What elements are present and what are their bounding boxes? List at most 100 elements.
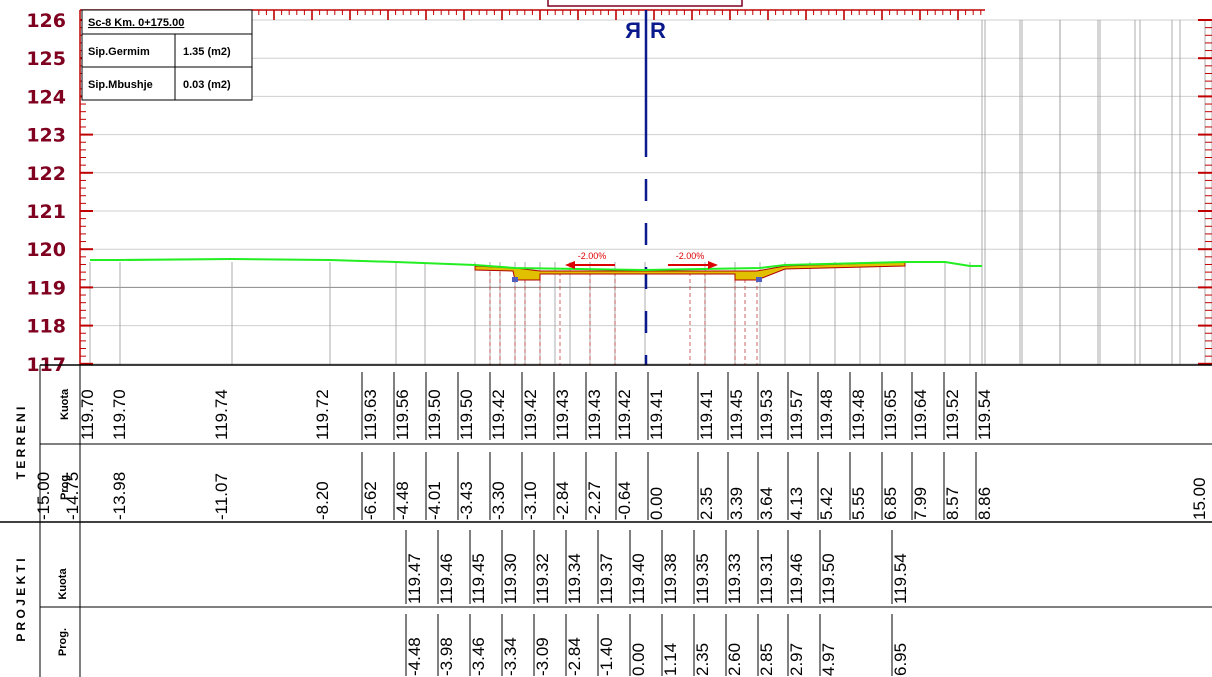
terrain-kuota-label: Kuota <box>59 388 71 420</box>
terrain-kuota-value: 119.50 <box>425 389 444 440</box>
terrain-prog-value: -2.27 <box>585 481 604 520</box>
slope-label-left: -2.00% <box>578 251 607 261</box>
section-info-table: Sc-8 Km. 0+175.00 Sip.Germim 1.35 (m2) S… <box>81 9 253 101</box>
terrain-kuota-value: 119.72 <box>313 389 332 440</box>
terrain-kuota-value: 119.48 <box>849 389 868 440</box>
terrain-kuota-value: 119.70 <box>78 389 97 440</box>
axis-marker-left: R <box>625 18 641 43</box>
project-prog-value: 2.97 <box>787 643 806 676</box>
terrain-prog-value: 6.85 <box>881 487 900 520</box>
excavation-value: 1.35 (m2) <box>183 46 231 58</box>
project-prog-value: -2.84 <box>565 637 584 676</box>
slope-arrowhead-right <box>708 261 718 269</box>
terrain-prog-values: -15.00 -14.75 -13.98 -11.07 -8.20 -6.62 -4.48-… <box>34 472 1209 520</box>
project-kuota-value: 119.45 <box>469 553 488 604</box>
project-kuota-value: 119.37 <box>597 553 616 604</box>
terrain-kuota-value: 119.42 <box>489 389 508 440</box>
terrain-kuota-value: 119.41 <box>647 389 666 440</box>
terrain-prog-value: -13.98 <box>110 472 129 520</box>
excavation-label: Sip.Germim <box>88 46 150 58</box>
project-kuota-value: 119.50 <box>819 553 838 604</box>
project-kuota-value: 119.40 <box>629 553 648 604</box>
terrain-prog-value: 8.86 <box>975 487 994 520</box>
terrain-prog-value: 8.57 <box>943 487 962 520</box>
terrain-kuota-value: 119.50 <box>457 389 476 440</box>
terrain-kuota-value: 119.57 <box>787 389 806 440</box>
fill-label: Sip.Mbushje <box>88 79 153 91</box>
terrain-prog-value: -3.30 <box>489 481 508 520</box>
project-kuota-value: 119.46 <box>787 553 806 604</box>
elevation-label: 125 <box>26 48 66 70</box>
terrain-kuota-value: 119.54 <box>975 389 994 440</box>
terrain-kuota-value: 119.43 <box>585 389 604 440</box>
drawing-grid <box>80 19 1212 365</box>
project-kuota-value: 119.47 <box>405 553 424 604</box>
terrain-prog-value: -14.75 <box>63 472 82 520</box>
terrain-prog-value: -15.00 <box>34 472 53 520</box>
project-kuota-value: 119.38 <box>661 553 680 604</box>
terrain-prog-value: -4.48 <box>393 481 412 520</box>
data-bands: T E R R E N I P R O J E K T I Kuota Prog… <box>0 364 1212 677</box>
terrain-kuota-value: 119.74 <box>212 389 231 440</box>
project-prog-value: 1.14 <box>661 643 680 676</box>
terrain-prog-value: 15.00 <box>1190 477 1209 520</box>
terrain-kuota-value: 119.48 <box>817 389 836 440</box>
elevation-label: 120 <box>26 239 66 261</box>
terrain-prog-value: 3.39 <box>727 487 746 520</box>
slope-arrowhead-left <box>565 261 575 269</box>
terrain-kuota-value: 119.45 <box>727 389 746 440</box>
terrain-kuota-value: 119.43 <box>553 389 572 440</box>
terrain-kuota-value: 119.70 <box>110 389 129 440</box>
project-prog-value: -1.40 <box>597 637 616 676</box>
terrain-kuota-value: 119.53 <box>757 389 776 440</box>
axis-marker-right: R <box>650 18 666 43</box>
road-edge-marker-right <box>756 277 762 282</box>
projekti-band-title: P R O J E K T I <box>14 558 28 641</box>
elevation-label: 119 <box>26 277 66 299</box>
project-prog-value: 6.95 <box>891 643 910 676</box>
elevation-label: 118 <box>26 316 66 338</box>
fill-value: 0.03 (m2) <box>183 79 231 91</box>
project-kuota-value: 119.31 <box>757 553 776 604</box>
terrain-prog-value: 5.42 <box>817 487 836 520</box>
project-prog-label: Prog. <box>57 628 69 656</box>
project-kuota-values: 119.47 119.46 119.45 119.30 119.32 119.34 119.… <box>405 553 910 604</box>
project-prog-value: -3.46 <box>469 637 488 676</box>
project-kuota-value: 119.32 <box>533 553 552 604</box>
road-edge-marker-left <box>512 277 518 282</box>
terrain-prog-value: -2.84 <box>553 481 572 520</box>
terrain-kuota-value: 119.42 <box>521 389 540 440</box>
terrain-kuota-value: 119.52 <box>943 389 962 440</box>
project-prog-value: -3.98 <box>437 637 456 676</box>
terrain-prog-value: 5.55 <box>849 487 868 520</box>
terrain-prog-value: -3.10 <box>521 481 540 520</box>
project-kuota-value: 119.33 <box>725 553 744 604</box>
project-prog-value: -4.48 <box>405 637 424 676</box>
terrain-prog-value: -4.01 <box>425 481 444 520</box>
terrain-line <box>90 257 982 272</box>
elevation-label: 122 <box>26 163 66 185</box>
elevation-label: 123 <box>26 125 66 147</box>
project-prog-value: 2.85 <box>757 643 776 676</box>
terrain-kuota-value: 119.63 <box>361 389 380 440</box>
project-kuota-value: 119.34 <box>565 553 584 604</box>
elevation-label: 124 <box>26 86 66 108</box>
project-prog-values: -4.48 -3.98 -3.46 -3.34 -3.09 -2.84 -1.40 0.00 1… <box>405 637 910 676</box>
terrain-prog-value: -0.64 <box>615 481 634 520</box>
project-prog-value: -3.34 <box>501 637 520 676</box>
terrain-prog-value: 3.64 <box>757 487 776 520</box>
terrain-prog-value: 7.99 <box>911 487 930 520</box>
elevation-label: 126 <box>26 10 66 32</box>
terrain-prog-value: 4.13 <box>787 487 806 520</box>
terrain-prog-value: -11.07 <box>212 473 231 520</box>
terrain-kuota-value: 119.65 <box>881 389 900 440</box>
project-prog-value: 2.60 <box>725 643 744 676</box>
elevation-label: 121 <box>26 201 66 223</box>
terrain-prog-value: -8.20 <box>313 481 332 520</box>
terrain-kuota-value: 119.64 <box>911 389 930 440</box>
terrain-prog-label: Prog. <box>59 472 71 500</box>
terrain-prog-value: 0.00 <box>647 487 666 520</box>
band-leader-ticks <box>361 372 977 676</box>
project-kuota-label: Kuota <box>57 568 69 600</box>
